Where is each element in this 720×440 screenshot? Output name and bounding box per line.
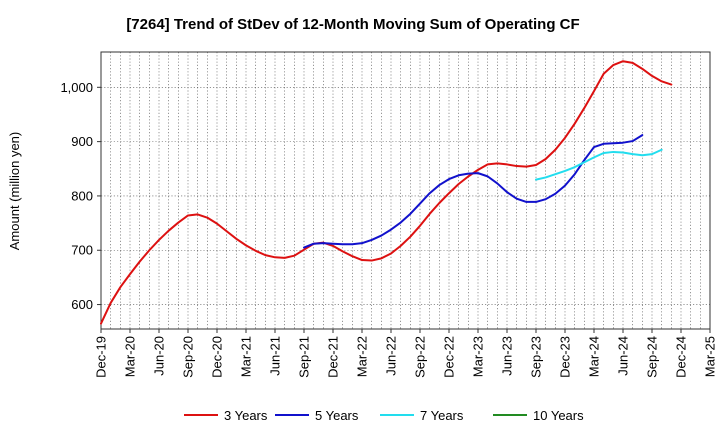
- x-tick-label: Dec-19: [94, 336, 109, 378]
- grid-layer: [100, 52, 711, 329]
- x-tick-label: Jun-20: [152, 336, 167, 376]
- x-tick-label: Jun-22: [384, 336, 399, 376]
- x-tick-label: Sep-21: [297, 336, 312, 378]
- x-tick-label: Sep-23: [529, 336, 544, 378]
- plot-border: [100, 51, 711, 330]
- y-tick-label: 900: [71, 134, 93, 149]
- x-tick-label: Jun-23: [500, 336, 515, 376]
- y-tick-label: 1,000: [60, 80, 93, 95]
- chart-title: [7264] Trend of StDev of 12-Month Moving…: [126, 16, 579, 33]
- series-line-5-years: [303, 134, 644, 249]
- x-tick-label: Jun-24: [616, 336, 631, 376]
- x-tick-label: Sep-20: [181, 336, 196, 378]
- x-tick-label: Sep-22: [413, 336, 428, 378]
- y-axis-label: Amount (million yen): [7, 132, 22, 251]
- legend-label: 7 Years: [420, 408, 464, 423]
- x-tick-label: Mar-21: [239, 336, 254, 377]
- y-tick-label: 600: [71, 297, 93, 312]
- y-axis: 600 700 800 900 1,000: [60, 80, 101, 312]
- legend-label: 5 Years: [315, 408, 359, 423]
- x-tick-label: Mar-25: [703, 336, 718, 377]
- x-tick-label: Mar-20: [123, 336, 138, 377]
- y-tick-label: 800: [71, 188, 93, 203]
- legend: 3 Years 5 Years 7 Years 10 Years: [184, 408, 584, 423]
- series-line-7-years: [535, 148, 663, 181]
- x-tick-label: Dec-20: [210, 336, 225, 378]
- plot-frame: [100, 51, 711, 330]
- series-line-3-years: [100, 60, 673, 325]
- x-tick-label: Mar-23: [471, 336, 486, 377]
- x-axis: Dec-19 Mar-20 Jun-20 Sep-20 Dec-20 Mar-21 Jun-…: [94, 329, 718, 378]
- x-tick-label: Mar-24: [587, 336, 602, 377]
- x-tick-label: Jun-21: [268, 336, 283, 376]
- x-tick-label: Dec-22: [442, 336, 457, 378]
- x-tick-label: Dec-21: [326, 336, 341, 378]
- x-tick-label: Mar-22: [355, 336, 370, 377]
- legend-label: 10 Years: [533, 408, 584, 423]
- y-tick-label: 700: [71, 243, 93, 258]
- x-tick-label: Sep-24: [645, 336, 660, 378]
- legend-label: 3 Years: [224, 408, 268, 423]
- x-tick-label: Dec-24: [674, 336, 689, 378]
- x-tick-label: Dec-23: [558, 336, 573, 378]
- series-layer: [100, 60, 673, 325]
